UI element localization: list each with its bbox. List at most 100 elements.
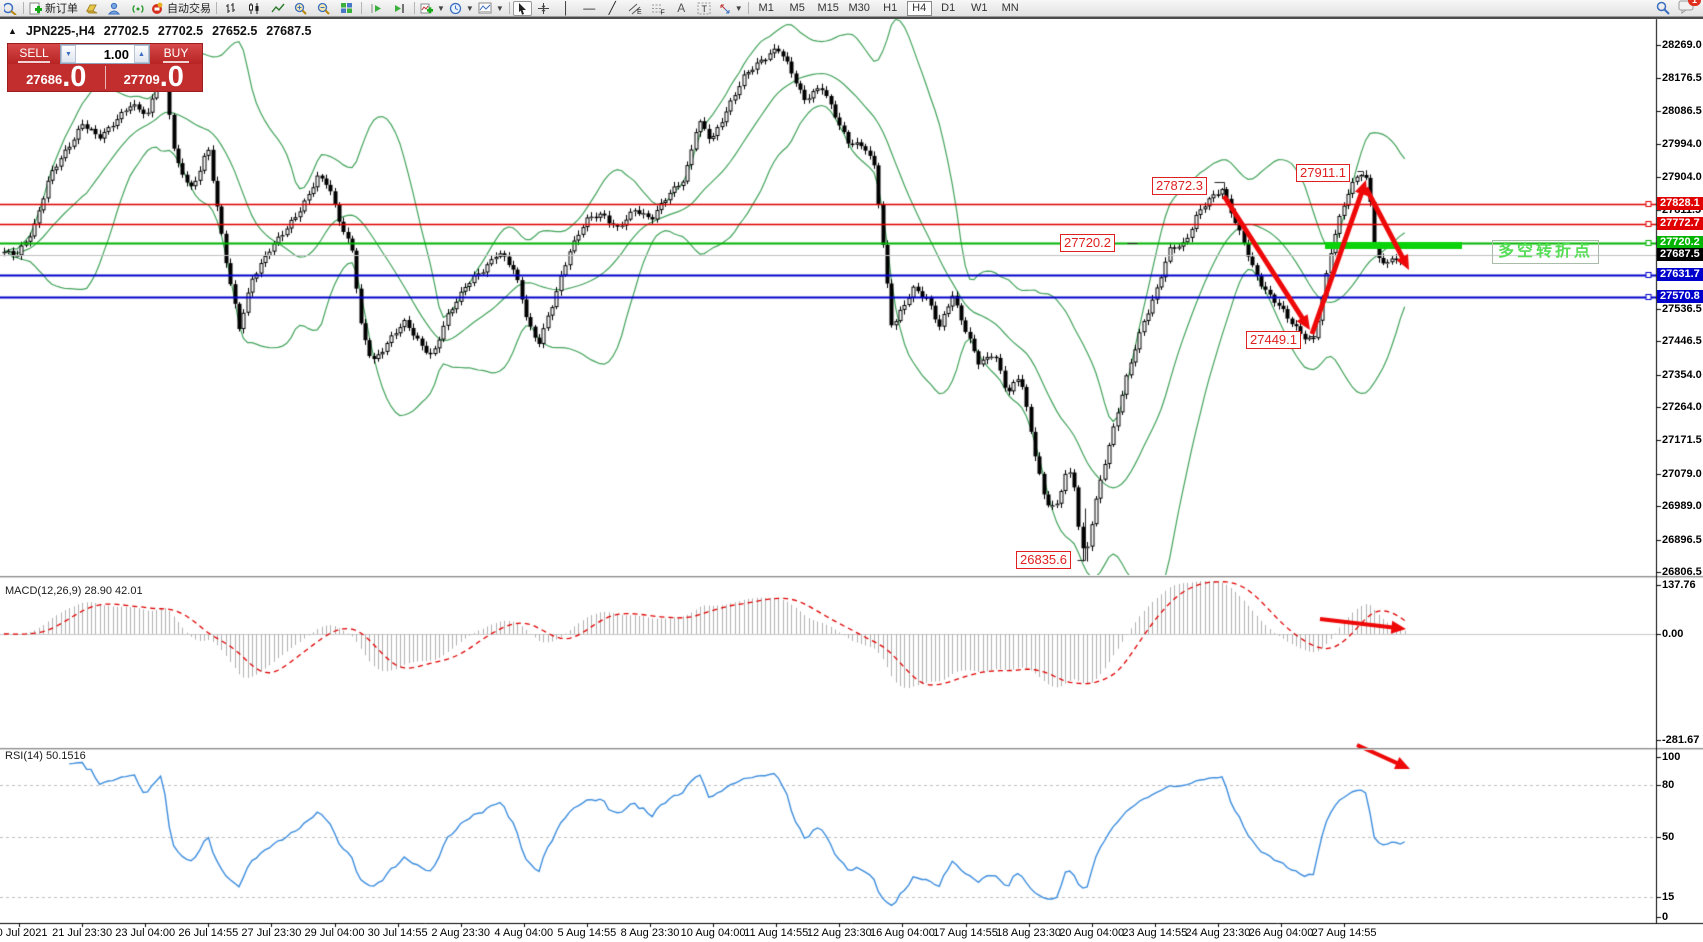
price-axis-tick: 26989.0 (1662, 500, 1702, 512)
vertical-line-button[interactable]: │ (562, 0, 571, 15)
zoom-in-button[interactable] (289, 1, 312, 16)
new-order-label: 新订单 (45, 3, 78, 15)
time-axis-label: 24 Aug 23:30 (1185, 927, 1251, 939)
time-axis-label: 17 Aug 14:55 (933, 927, 998, 939)
price-axis-tick: 27994.0 (1662, 138, 1702, 150)
horizontal-line-button[interactable]: — (583, 0, 596, 15)
time-axis-label: 23 Aug 14:55 (1122, 927, 1188, 939)
price-callout-label[interactable]: 27449.1 (1246, 331, 1301, 349)
time-axis-label: 27 Aug 14:55 (1311, 927, 1377, 939)
price-axis-tick: 27079.0 (1662, 468, 1702, 480)
timeframe-h4[interactable]: H4 (906, 0, 932, 16)
time-axis-label: 20 Jul 2021 (0, 927, 48, 939)
time-axis-label: 30 Jul 14:55 (367, 927, 428, 939)
cursor-icon (518, 2, 526, 15)
rsi-axis-tick: 15 (1662, 891, 1675, 903)
one-click-trading-panel: SELL ▼ 1.00 ▲ BUY 27686.0 27709.0 (7, 43, 203, 92)
annotation-text[interactable]: 多空转折点 (1492, 240, 1600, 264)
time-axis-label: 8 Aug 23:30 (620, 927, 680, 939)
candlestick-button[interactable] (243, 1, 266, 16)
time-axis-label: 21 Jul 23:30 (52, 927, 113, 939)
cursor-button[interactable] (512, 0, 532, 16)
volume-increase-button[interactable]: ▲ (134, 45, 149, 63)
time-axis-label: 23 Jul 04:00 (115, 927, 176, 939)
equidistant-channel-button[interactable]: E (624, 1, 647, 16)
price-level-chip: 27720.2 (1657, 236, 1703, 249)
price-callout-label[interactable]: 27720.2 (1060, 234, 1115, 252)
price-axis-tick: 26896.5 (1662, 534, 1702, 546)
timeframe-w1[interactable]: W1 (970, 2, 988, 14)
price-axis-tick: 28269.0 (1662, 39, 1702, 51)
trendline-button[interactable]: ╱ (608, 0, 616, 15)
periods-caret: ▼ (465, 3, 474, 13)
text-label-button[interactable]: T (693, 1, 716, 16)
price-level-chip: 27772.7 (1657, 217, 1703, 230)
rsi-axis-tick: 0 (1662, 911, 1669, 923)
autotrade-icon (152, 2, 163, 14)
time-axis-label: 29 Jul 04:00 (304, 927, 365, 939)
zoom-out-icon (317, 2, 330, 15)
text-button[interactable]: A (677, 0, 686, 15)
fibonacci-button[interactable]: F (647, 1, 670, 16)
main-toolbar: 新订单 自动交易 (0, 0, 1703, 17)
autotrade-label: 自动交易 (167, 3, 211, 15)
crosshair-button[interactable] (532, 1, 555, 16)
bar-chart-button[interactable] (220, 1, 243, 16)
timeframe-h1[interactable]: H1 (883, 2, 898, 14)
timeframe-m5[interactable]: M5 (789, 2, 805, 14)
line-chart-button[interactable] (266, 1, 289, 16)
timeframe-m1[interactable]: M1 (758, 2, 774, 14)
ohlc-open: 27702.5 (103, 24, 149, 38)
chat-button[interactable]: 1 (1678, 0, 1701, 17)
periods-button[interactable]: ▼ (447, 1, 476, 16)
timeframe-mn[interactable]: MN (1001, 2, 1019, 14)
search-icon[interactable] (1656, 1, 1670, 15)
signal-button[interactable] (126, 1, 149, 16)
symbol-ohlc-line: ▲ JPN225-,H4 27702.5 27702.5 27652.5 276… (8, 24, 311, 38)
volume-value[interactable]: 1.00 (103, 46, 129, 62)
price-callout-label[interactable]: 26835.6 (1016, 551, 1071, 569)
macd-axis-tick: 0.00 (1662, 628, 1684, 640)
price-level-chip: 27631.7 (1657, 268, 1703, 281)
time-axis-label: 18 Aug 23:30 (996, 927, 1062, 939)
price-callout-label[interactable]: 27872.3 (1152, 177, 1207, 195)
indicators-button[interactable]: ▼ (418, 1, 447, 16)
volume-decrease-button[interactable]: ▼ (61, 45, 76, 63)
time-axis-label: 2 Aug 23:30 (431, 927, 491, 939)
sell-button[interactable]: SELL (8, 44, 60, 64)
toolbar-right: 1 (1656, 0, 1701, 17)
clock-icon (449, 2, 462, 14)
tile-windows-button[interactable] (335, 1, 358, 16)
market-watch-button[interactable] (80, 1, 103, 16)
templates-button[interactable]: ▼ (476, 1, 506, 16)
timeframe-d1[interactable]: D1 (941, 2, 956, 14)
buy-price[interactable]: 27709.0 (123, 61, 184, 93)
new-order-button[interactable]: 新订单 (27, 1, 80, 16)
direction-arrow-icon: ▲ (8, 26, 17, 36)
auto-scroll-button[interactable] (365, 1, 388, 16)
price-axis-tick: 27354.0 (1662, 369, 1702, 381)
sell-price[interactable]: 27686.0 (26, 61, 87, 93)
autotrade-button[interactable]: 自动交易 (149, 1, 213, 16)
ohlc-close: 27687.5 (266, 24, 312, 38)
rsi-axis-tick: 100 (1662, 751, 1681, 763)
time-axis-label: 4 Aug 04:00 (494, 927, 554, 939)
price-axis-tick: 26806.5 (1662, 566, 1702, 578)
price-callout-label[interactable]: 27911.1 (1296, 164, 1351, 182)
indicators-caret: ▼ (437, 3, 445, 13)
price-level-chip: 27828.1 (1657, 197, 1703, 210)
time-axis-label: 10 Aug 04:00 (680, 927, 746, 939)
zoom-out-button[interactable] (312, 1, 335, 16)
macd-axis-tick: 137.76 (1662, 579, 1696, 591)
timeframe-m15[interactable]: M15 (817, 2, 839, 14)
buy-button[interactable]: BUY (150, 44, 202, 64)
timeframe-m30[interactable]: M30 (848, 2, 870, 14)
price-axis-tick: 27171.5 (1662, 434, 1702, 446)
templates-caret: ▼ (495, 3, 504, 13)
arrows-tool-button[interactable]: ▼ (716, 1, 745, 16)
profile-button[interactable] (103, 1, 126, 16)
chart-shift-button[interactable] (388, 1, 411, 16)
chart-fragment-icon[interactable] (2, 1, 20, 16)
